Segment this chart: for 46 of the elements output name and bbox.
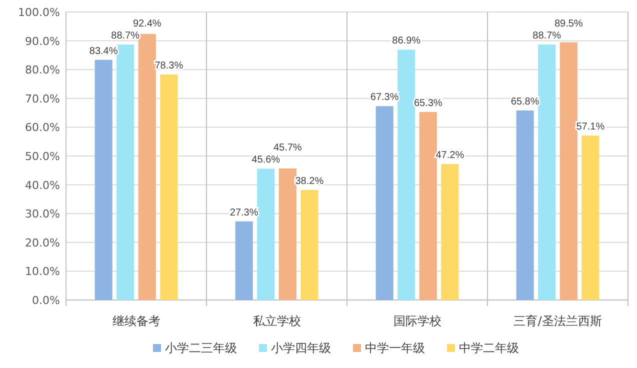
data-label: 65.8% <box>510 96 540 108</box>
x-tick-label: 继续备考 <box>112 314 160 328</box>
bar <box>376 106 394 300</box>
bar <box>300 190 318 300</box>
y-tick-label: 0.0% <box>32 294 60 307</box>
y-tick-label: 80.0% <box>25 64 60 77</box>
x-tick-label: 三育/圣法兰西斯 <box>514 314 602 328</box>
bar <box>419 112 437 300</box>
legend-label: 中学一年级 <box>365 341 425 355</box>
bar <box>94 60 112 300</box>
data-label: 83.4% <box>89 46 118 57</box>
x-tick-label: 私立学校 <box>252 314 301 328</box>
bar <box>516 110 534 300</box>
bar <box>235 221 253 300</box>
data-label: 65.3% <box>414 98 442 109</box>
y-tick-label: 40.0% <box>25 178 60 192</box>
y-tick-label: 100.0% <box>18 6 60 19</box>
data-label: 89.5% <box>554 18 583 30</box>
y-tick-label: 70.0% <box>25 92 60 106</box>
legend-label: 小学二三年级 <box>165 341 237 355</box>
y-tick-label: 10.0% <box>25 265 60 278</box>
data-label: 88.7% <box>532 30 562 42</box>
data-label: 92.4% <box>132 18 162 30</box>
bar <box>560 42 578 300</box>
bar <box>116 44 134 300</box>
y-tick-label: 30.0% <box>25 208 60 221</box>
y-tick-label: 90.0% <box>25 34 60 48</box>
data-label: 86.9% <box>392 36 421 47</box>
bar <box>138 34 156 300</box>
x-tick-label: 国际学校 <box>393 314 442 328</box>
bar <box>538 44 556 300</box>
data-label: 67.3% <box>370 92 399 104</box>
bar <box>160 74 178 300</box>
y-tick-label: 50.0% <box>25 150 60 163</box>
bar <box>278 168 296 300</box>
bar <box>398 50 416 300</box>
bar <box>441 164 459 300</box>
legend-label: 中学二年级 <box>459 341 519 355</box>
legend-label: 小学四年级 <box>271 341 331 355</box>
bar <box>257 168 275 300</box>
y-tick-label: 60.0% <box>25 121 60 134</box>
data-label: 27.3% <box>230 207 258 218</box>
y-tick-label: 20.0% <box>25 236 60 250</box>
data-label: 45.7% <box>273 142 302 154</box>
data-label: 45.6% <box>252 154 280 166</box>
bar <box>582 136 600 300</box>
